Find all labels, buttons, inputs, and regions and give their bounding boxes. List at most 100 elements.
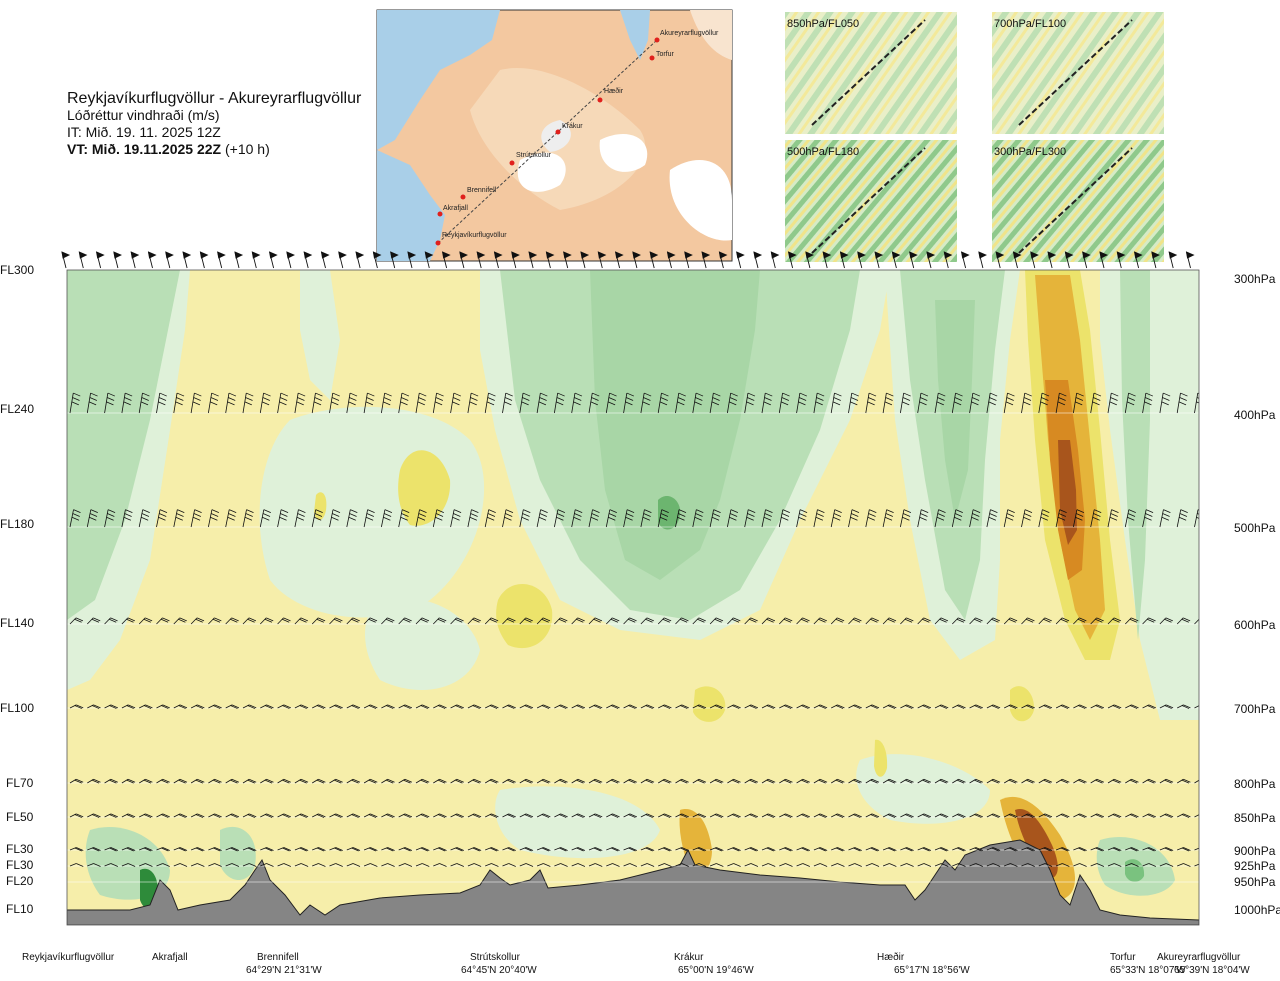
- wind-barb-feather: [214, 617, 222, 622]
- wind-barb-feather: [783, 618, 792, 623]
- wind-barb: [346, 392, 351, 414]
- wind-barb-feather: [767, 617, 776, 622]
- wind-barb-feather: [76, 863, 84, 867]
- map-label-akureyri: Akureyrarflugvöllur: [660, 30, 719, 37]
- wind-barb-feather: [1201, 847, 1208, 850]
- wind-barb-feather: [697, 618, 705, 623]
- wind-barb-feather: [123, 401, 131, 406]
- wind-barb-feather: [126, 705, 134, 709]
- wind-barb: [311, 509, 317, 528]
- wind-barb-feather: [941, 778, 949, 783]
- wind-barb: [796, 863, 803, 867]
- wind-barb-feather: [435, 397, 443, 401]
- wind-barb: [623, 392, 628, 414]
- wind-barb-feather: [626, 513, 634, 517]
- wind-barb-feather: [799, 392, 808, 397]
- wind-barb-feather: [643, 392, 652, 397]
- wind-barb-feather: [644, 509, 652, 514]
- region-up-extreme: [1058, 440, 1077, 545]
- wind-barb: [450, 863, 457, 867]
- wind-barb-feather: [920, 513, 928, 517]
- wind-barb: [121, 392, 126, 414]
- wind-barb-feather: [403, 847, 411, 852]
- wind-barb-feather: [386, 814, 394, 818]
- wind-barb: [242, 392, 247, 414]
- wind-barb: [727, 509, 732, 528]
- wind-barb-feather: [661, 509, 669, 514]
- wind-barb-feather: [88, 401, 97, 406]
- wind-barb-feather: [937, 397, 945, 401]
- wind-barb: [761, 509, 766, 528]
- wind-barb-feather: [801, 814, 809, 818]
- wind-barb-feather: [231, 617, 239, 622]
- wind-barb: [1159, 863, 1167, 867]
- wind-barb-feather: [837, 863, 845, 867]
- wind-barb-feather: [834, 509, 842, 514]
- wind-barb: [588, 392, 593, 414]
- wind-barb: [969, 617, 976, 625]
- wind-barb: [381, 509, 386, 528]
- wind-barb: [173, 617, 181, 625]
- wind-barb-feather: [525, 863, 534, 867]
- wind-barb-feather: [714, 814, 723, 818]
- wind-barb-feather: [421, 617, 430, 622]
- wind-barb: [225, 509, 230, 528]
- wind-barb-feather: [557, 392, 565, 397]
- valid-time: VT: Mið. 19.11.2025 22Z (+10 h): [67, 141, 270, 157]
- wind-barb-feather: [266, 704, 274, 709]
- wind-barb-feather: [975, 813, 983, 818]
- wind-barb-feather: [525, 617, 533, 622]
- map-label-reykjavik: Reykjavíkurflugvöllur: [442, 232, 507, 239]
- map-label-torfur: Torfur: [656, 51, 675, 58]
- wind-barb: [1194, 847, 1199, 851]
- wind-barb-feather: [453, 509, 462, 514]
- wind-barb-feather: [106, 516, 114, 521]
- wind-barb-feather: [906, 704, 914, 709]
- wind-barb-feather: [837, 778, 845, 783]
- wind-barb-feather: [387, 863, 395, 867]
- wind-barb-feather: [1145, 513, 1153, 517]
- wind-barb-feather: [782, 509, 790, 514]
- wind-barb: [467, 392, 472, 414]
- wind-barb-feather: [439, 704, 447, 709]
- wind-barb-feather: [785, 704, 793, 709]
- wind-barb-feather: [716, 704, 724, 709]
- waypoint-coord: 65°33'N 18°07'W: [1110, 965, 1186, 976]
- wind-barb-feather: [628, 814, 636, 818]
- wind-barb-feather: [1093, 392, 1102, 397]
- wind-barb-feather: [905, 814, 913, 818]
- wind-barb-feather: [227, 401, 235, 406]
- wind-barb-feather: [1079, 778, 1087, 783]
- wind-barb: [433, 617, 440, 625]
- wind-barb-feather: [715, 617, 724, 622]
- wind-barb-feather: [230, 814, 238, 818]
- wind-barb-feather: [662, 705, 671, 709]
- wind-barb: [606, 863, 613, 867]
- wind-barb: [623, 863, 630, 867]
- wind-barb-feather: [283, 617, 291, 622]
- wind-barb-feather: [1200, 618, 1207, 621]
- wind-barb-feather: [974, 847, 982, 852]
- wind-barb-feather: [1113, 617, 1122, 622]
- wind-barb: [536, 509, 541, 528]
- wind-barb: [900, 392, 905, 414]
- wind-barb-feather: [801, 618, 809, 623]
- inset-700-label: 700hPa/FL100: [994, 18, 1066, 30]
- wind-barb-feather: [145, 813, 153, 818]
- wind-barb-feather: [1201, 814, 1208, 817]
- wind-barb-feather: [195, 705, 204, 709]
- wind-barb-flag: [1185, 251, 1195, 259]
- wind-barb-feather: [573, 516, 581, 521]
- wind-barb: [138, 617, 146, 625]
- hpa-label: 600hPa: [1234, 618, 1276, 632]
- wind-barb-feather: [418, 397, 426, 401]
- wind-barb-feather: [730, 392, 738, 397]
- wind-barb-feather: [1131, 617, 1139, 622]
- wind-barb-feather: [1164, 814, 1172, 818]
- wind-barb: [294, 509, 299, 528]
- wind-barb: [900, 617, 907, 625]
- wind-barb-feather: [297, 513, 305, 517]
- wind-barb: [813, 509, 818, 528]
- wind-barb-feather: [1076, 509, 1085, 514]
- map-label-brennifell: Brennifell: [467, 187, 497, 194]
